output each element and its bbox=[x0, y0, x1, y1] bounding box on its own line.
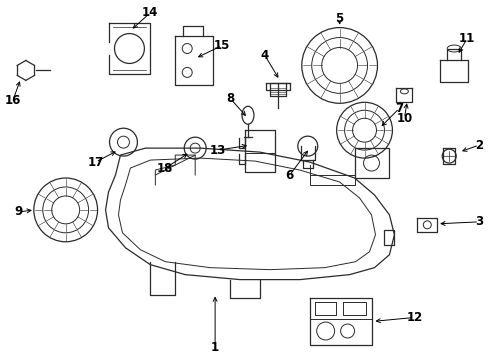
Text: 18: 18 bbox=[157, 162, 173, 175]
Text: 9: 9 bbox=[15, 205, 23, 219]
Text: 6: 6 bbox=[285, 168, 293, 181]
Text: 11: 11 bbox=[458, 32, 474, 45]
Text: 3: 3 bbox=[474, 215, 482, 228]
Text: 4: 4 bbox=[260, 49, 268, 62]
Text: 7: 7 bbox=[394, 102, 403, 115]
Text: 15: 15 bbox=[213, 39, 230, 52]
Text: 12: 12 bbox=[406, 311, 422, 324]
Text: 17: 17 bbox=[87, 156, 103, 168]
Text: 5: 5 bbox=[335, 12, 343, 25]
Text: 10: 10 bbox=[395, 112, 412, 125]
Text: 13: 13 bbox=[209, 144, 226, 157]
Text: 2: 2 bbox=[474, 139, 482, 152]
Text: 1: 1 bbox=[211, 341, 219, 354]
Text: 14: 14 bbox=[142, 6, 158, 19]
Text: 8: 8 bbox=[225, 92, 234, 105]
Text: 16: 16 bbox=[5, 94, 21, 107]
